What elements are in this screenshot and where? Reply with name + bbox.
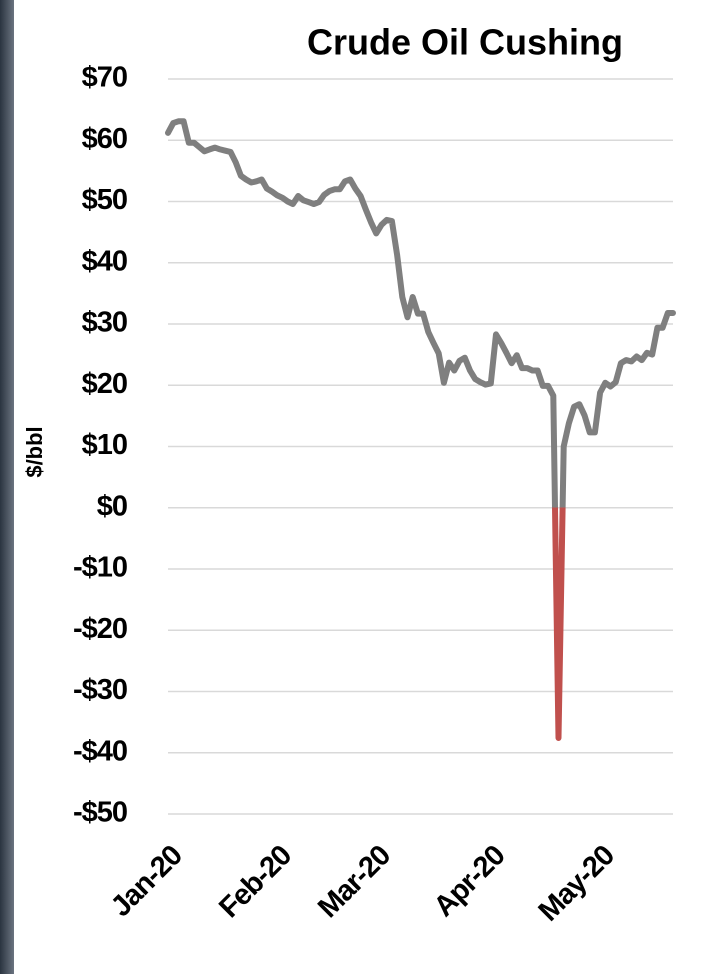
chart: Crude Oil Cushing $/bbl $70 $60 $50 $40 $30 $… xyxy=(0,0,720,974)
y-tick-label: -$20 xyxy=(73,613,127,645)
x-tick-label: Feb-20 xyxy=(213,840,297,924)
y-tick-label: $10 xyxy=(82,429,127,461)
y-tick-label: -$10 xyxy=(73,552,127,584)
x-tick-label: Apr-20 xyxy=(428,840,511,923)
background-edge xyxy=(0,0,14,974)
x-tick-label: Mar-20 xyxy=(312,840,396,924)
y-tick-label: $20 xyxy=(82,368,127,400)
x-tick-label: Jan-20 xyxy=(105,840,188,923)
y-tick-label: $70 xyxy=(82,62,127,94)
y-tick-label: $40 xyxy=(82,245,127,277)
y-tick-label: $30 xyxy=(82,307,127,339)
chart-title: Crude Oil Cushing xyxy=(307,22,623,63)
y-tick-label: $50 xyxy=(82,184,127,216)
y-tick-label: $60 xyxy=(82,123,127,155)
page: Crude Oil Cushing $/bbl $70 $60 $50 $40 $30 $… xyxy=(0,0,720,974)
y-axis-label: $/bbl xyxy=(22,426,47,477)
y-tick-label: -$50 xyxy=(73,797,127,829)
y-tick-label: -$40 xyxy=(73,735,127,767)
price-line xyxy=(168,121,673,738)
y-tick-label: -$30 xyxy=(73,674,127,706)
x-tick-label: May-20 xyxy=(533,840,621,928)
y-tick-label: $0 xyxy=(97,490,127,522)
